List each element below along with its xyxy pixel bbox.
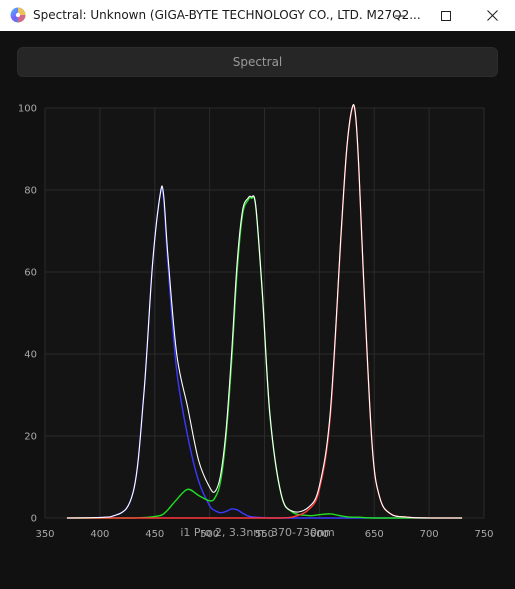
minimize-icon — [395, 15, 405, 16]
x-tick-label: 700 — [420, 529, 439, 540]
close-button[interactable] — [469, 0, 515, 31]
window-title: Spectral: Unknown (GIGA-BYTE TECHNOLOGY … — [33, 8, 421, 22]
y-tick-label: 60 — [24, 268, 37, 279]
y-tick-label: 40 — [24, 350, 37, 361]
instrument-caption: i1 Pro 2, 3.3nm, 370-730nm — [180, 526, 335, 539]
spectral-mode-button[interactable]: Spectral — [17, 47, 498, 77]
title-bar[interactable]: Spectral: Unknown (GIGA-BYTE TECHNOLOGY … — [0, 0, 515, 31]
x-tick-label: 400 — [90, 529, 109, 540]
y-tick-label: 0 — [31, 514, 37, 525]
colorwheel-icon — [10, 7, 26, 23]
maximize-button[interactable] — [423, 0, 469, 31]
y-tick-label: 20 — [24, 432, 37, 443]
maximize-icon — [441, 10, 451, 21]
x-tick-label: 600 — [310, 529, 329, 540]
y-axis: 0 20 40 60 80 100 — [18, 104, 37, 525]
x-axis: 350 400 450 500 550 600 650 700 750 — [35, 529, 493, 540]
x-tick-label: 550 — [255, 529, 274, 540]
x-tick-label: 750 — [474, 529, 493, 540]
x-tick-label: 350 — [35, 529, 54, 540]
x-tick-label: 450 — [145, 529, 164, 540]
close-icon — [486, 10, 498, 21]
x-tick-label: 650 — [365, 529, 384, 540]
minimize-button[interactable] — [377, 0, 423, 31]
series-line-total — [66, 104, 463, 519]
chart-series — [66, 104, 463, 519]
spectral-chart: 350 400 450 500 550 600 650 700 750 0 20 40 60 80 100 — [18, 104, 494, 541]
y-tick-label: 80 — [24, 186, 37, 197]
x-tick-label: 500 — [200, 529, 219, 540]
y-tick-label: 100 — [18, 104, 37, 115]
